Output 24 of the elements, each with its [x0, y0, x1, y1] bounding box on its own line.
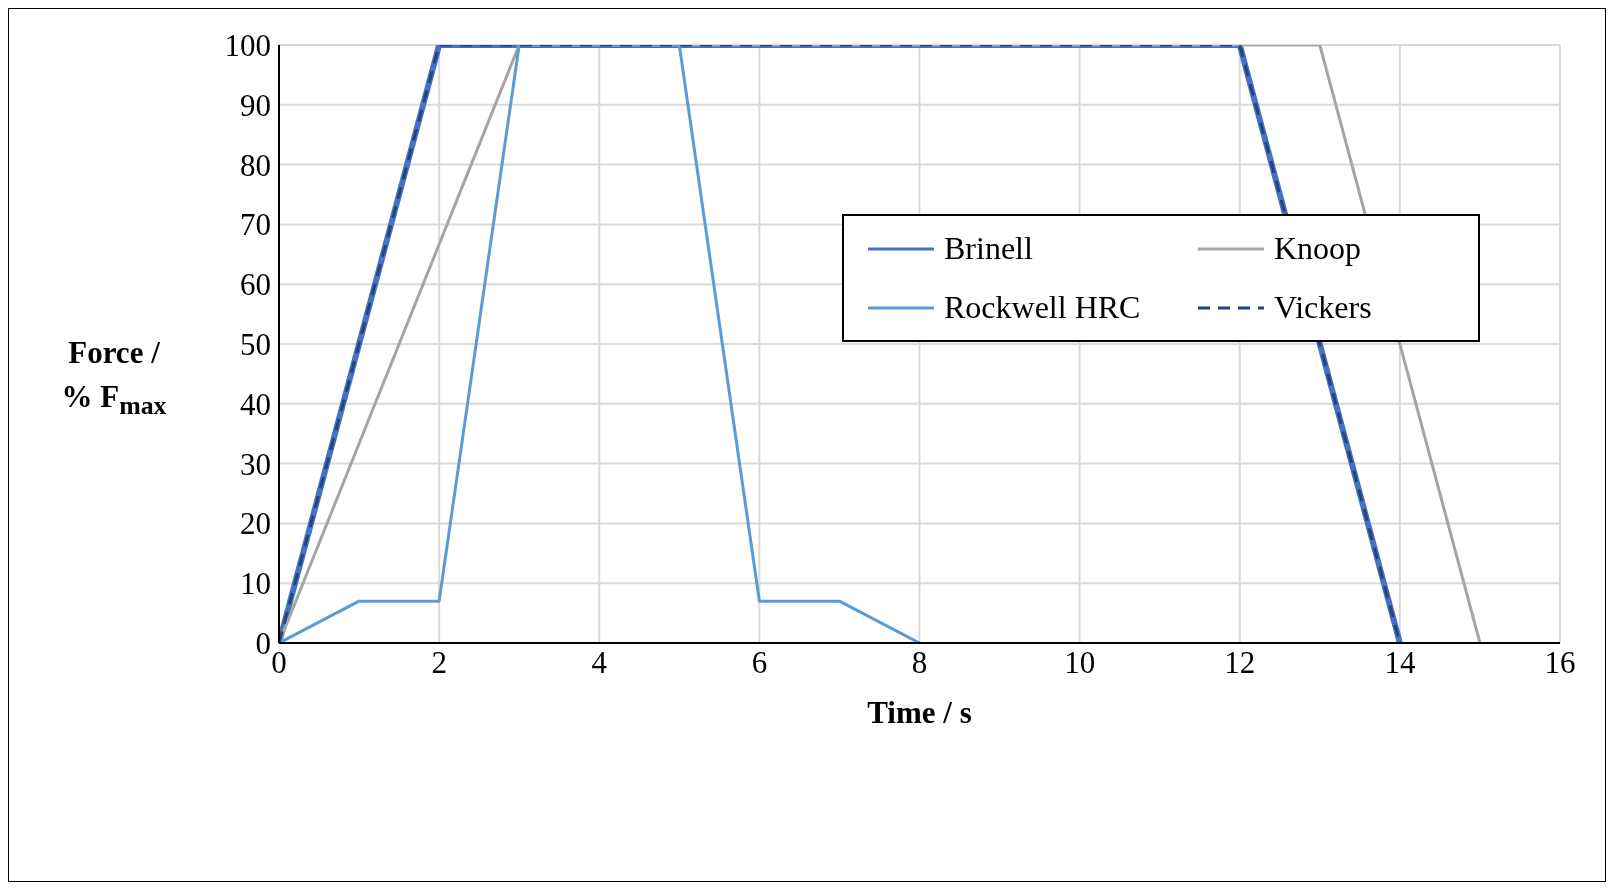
x-tick-label: 2: [431, 645, 447, 681]
legend-label: Brinell: [944, 230, 1033, 267]
x-axis-title: Time / s: [867, 695, 972, 730]
x-tick-label: 8: [911, 645, 928, 681]
x-tick-label: 6: [751, 645, 768, 681]
x-tick-label: 14: [1384, 645, 1416, 681]
y-tick-label: 40: [240, 386, 271, 422]
y-tick-label: 100: [224, 28, 271, 64]
y-axis-title: Force / % F$_{max}$: [60, 334, 168, 423]
legend-label: Rockwell HRC: [944, 289, 1141, 326]
x-tick-label: 4: [591, 645, 608, 681]
y-tick-label: 90: [240, 87, 271, 123]
y-tick-label: 60: [240, 267, 271, 303]
y-tick-label: 10: [240, 566, 271, 602]
legend-label: Vickers: [1274, 289, 1372, 326]
legend-label: Knoop: [1274, 230, 1362, 267]
x-tick-label: 12: [1224, 645, 1256, 681]
y-tick-label: 50: [240, 327, 271, 363]
y-tick-label: 70: [240, 207, 271, 243]
y-tick-label: 30: [240, 446, 271, 482]
x-tick-label: 16: [1544, 645, 1576, 681]
y-tick-label: 80: [240, 147, 271, 183]
x-tick-label: 10: [1064, 645, 1096, 681]
y-tick-label: 20: [240, 506, 271, 542]
